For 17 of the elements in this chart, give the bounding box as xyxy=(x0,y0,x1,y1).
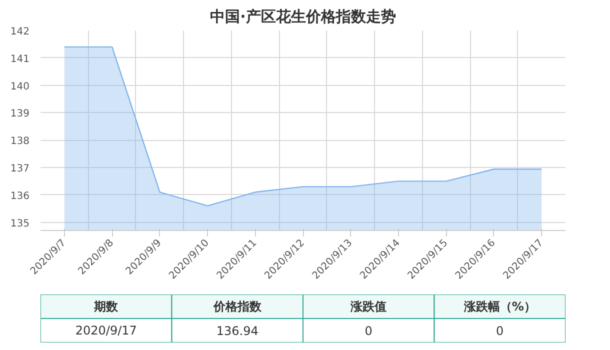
category-label: 价格指数 xyxy=(212,300,262,314)
chart-title: 中国·产区花生价格指数走势 xyxy=(210,8,396,26)
y-tick-label: 138 xyxy=(10,136,30,148)
y-tick-label: 136 xyxy=(10,190,30,202)
category-label: 期数 xyxy=(93,300,120,314)
text: 0 xyxy=(496,324,504,338)
text: 0 xyxy=(364,324,372,338)
category-label: 涨跌值 xyxy=(350,300,387,314)
y-tick-label: 137 xyxy=(10,163,30,174)
y-tick-label: 139 xyxy=(10,108,30,120)
y-tick-label: 135 xyxy=(10,218,30,230)
y-tick-label: 140 xyxy=(10,81,30,92)
category-label: 涨跌幅（%） xyxy=(462,300,536,314)
text: 2020/9/17 xyxy=(75,324,137,338)
y-tick-label: 141 xyxy=(10,54,30,65)
text: 136.94 xyxy=(216,324,258,338)
y-tick-label: 142 xyxy=(10,26,30,38)
